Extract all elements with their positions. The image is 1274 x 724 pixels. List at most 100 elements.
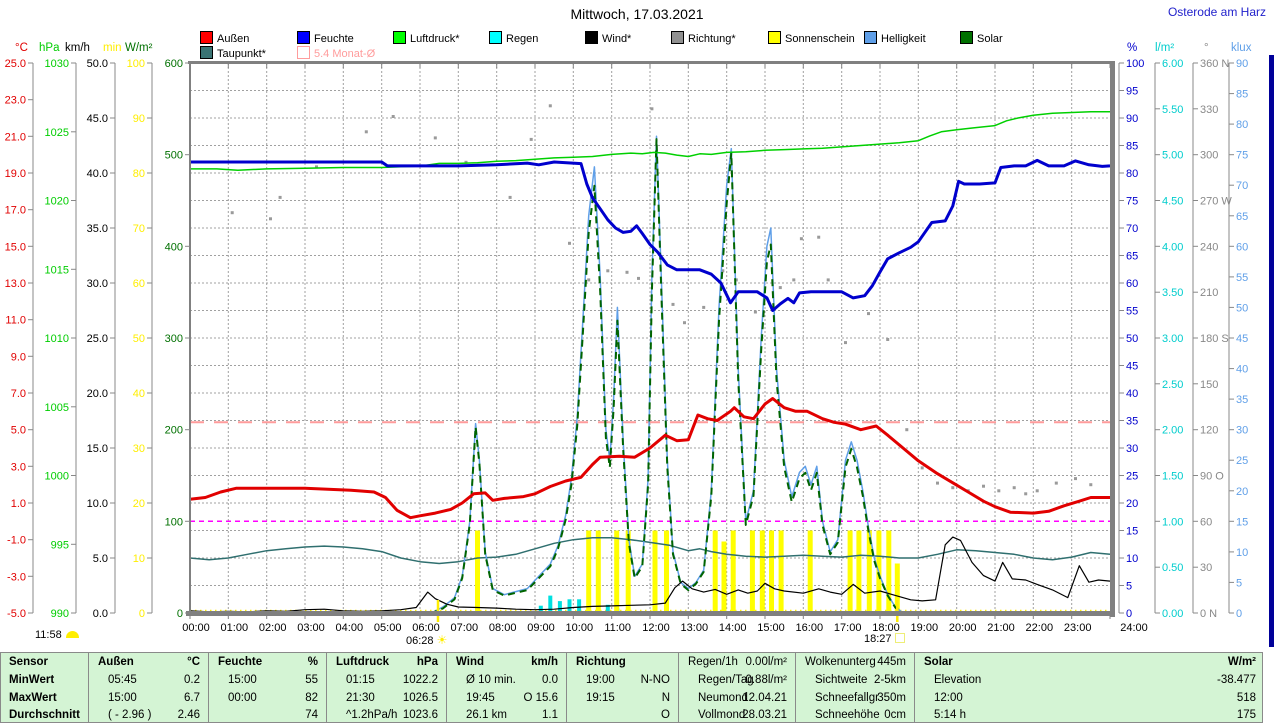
table-cell: 1026.5 [402,692,438,704]
svg-text:70: 70 [133,223,145,235]
table-cell: 2.46 [177,709,200,721]
svg-text:0.50: 0.50 [1162,562,1183,574]
axis-wm2: 600 500 400 300 200 100 0 [165,58,190,620]
table-cell: 0cm [884,709,906,721]
svg-text:1.00: 1.00 [1162,516,1183,528]
svg-text:10: 10 [1236,547,1248,559]
svg-text:80: 80 [1126,168,1138,180]
axis-°C: 25.0 23.0 21.0 19.0 17.0 15.0 13.0 11.0 9.0 7.0 5.… [5,58,34,620]
svg-text:1030: 1030 [45,58,69,70]
svg-text:35.0: 35.0 [87,223,108,235]
table-cell: 19:00 [586,674,615,686]
svg-text:2.00: 2.00 [1162,425,1183,437]
svg-text:-5.0: -5.0 [7,608,26,620]
svg-text:5: 5 [1126,581,1132,593]
x-tick-label: 04:00 [336,622,364,634]
svg-text:0: 0 [1236,608,1242,620]
svg-text:100: 100 [165,516,183,528]
legend-item-luftdruck-: Luftdruck* [393,31,460,45]
table-cell: 15:00 [228,674,257,686]
x-tick-label: 17:00 [834,622,862,634]
series-wind [189,536,1111,613]
svg-text:6.00: 6.00 [1162,58,1183,70]
svg-text:15: 15 [1236,516,1248,528]
svg-text:15.0: 15.0 [87,443,108,455]
table-cell: 55 [305,674,318,686]
x-tick-label: 06:00 [412,622,440,634]
series-richtung [230,104,1093,496]
svg-text:400: 400 [165,241,183,253]
svg-text:30.0: 30.0 [87,278,108,290]
table-cell: 00:00 [228,692,257,704]
table-cell: Sichtweite [815,674,868,686]
svg-text:300: 300 [165,333,183,345]
svg-text:60: 60 [133,278,145,290]
x-tick-label: 10:00 [566,622,594,634]
window-edge [1269,55,1274,647]
svg-text:3.50: 3.50 [1162,287,1183,299]
svg-text:15.0: 15.0 [5,241,26,253]
svg-text:1015: 1015 [45,264,69,276]
table-cell: % [307,656,318,668]
table-divider [88,653,89,722]
page-title: Mittwoch, 17.03.2021 [570,6,704,22]
svg-text:5.00: 5.00 [1162,150,1183,162]
table-divider [446,653,447,722]
svg-text:50.0: 50.0 [87,58,108,70]
axis-°: 360 N 330 300 270 W 240 210 180 S 150 120 90 O 60 3… [1192,58,1232,620]
legend-label: Helligkeit [881,33,926,45]
table-cell: 26.1 km [466,709,507,721]
series-sonnenschein [475,530,900,613]
table-cell: 1.1 [542,709,558,721]
axis-unit: ° [1204,42,1209,54]
svg-text:70: 70 [1126,223,1138,235]
svg-text:40: 40 [1236,364,1248,376]
x-tick-label: 09:00 [527,622,555,634]
svg-text:21.0: 21.0 [5,131,26,143]
svg-text:5.0: 5.0 [93,553,108,565]
series-solar [190,138,1110,614]
legend-label: Taupunkt* [217,48,266,60]
svg-text:0: 0 [177,608,183,620]
svg-text:30: 30 [1236,425,1248,437]
svg-text:75: 75 [1236,150,1248,162]
table-cell: 175 [1236,709,1256,721]
legend-label: Wind* [602,33,632,45]
legend-swatch-icon [393,31,406,44]
table-cell: 05:45 [108,674,137,686]
hour-ticks [189,63,1111,619]
table-divider [914,653,915,722]
svg-text:25.0: 25.0 [87,333,108,345]
station-name: Osterode am Harz [1167,5,1266,19]
svg-text:990: 990 [51,608,69,620]
x-tick-label: 20:00 [949,622,977,634]
x-tick-label: 00:00 [182,622,210,634]
svg-text:17.0: 17.0 [5,205,26,217]
axis-unit: km/h [65,42,90,54]
table-cell: 19:45 [466,692,495,704]
series-feuchte [190,158,1111,312]
series-regen [538,595,620,613]
legend-swatch-icon [297,46,310,59]
table-cell: O 15.6 [523,692,558,704]
svg-text:150: 150 [1200,379,1218,391]
legend-label: Außen [217,33,250,45]
svg-text:30: 30 [1200,562,1212,574]
svg-text:13.0: 13.0 [5,278,26,290]
table-cell: 82 [305,692,318,704]
x-tick-label: 14:00 [719,622,747,634]
svg-text:60: 60 [1200,516,1212,528]
table-cell: 1023.6 [402,709,438,721]
legend-swatch-icon [864,31,877,44]
axis-unit: °C [15,42,28,54]
table-cell: Schneefallgr [815,692,879,704]
table-cell: 28.03.21 [742,709,787,721]
svg-text:10: 10 [133,553,145,565]
table-cell: Schneehöhe [815,709,880,721]
summary-table: Sensor MinWert MaxWert Durchschnitt Außen °C 0… [0,652,1263,723]
table-cell: MaxWert [9,692,57,704]
table-cell: 0.2 [184,674,200,686]
table-cell: ^1.2hPa/h [346,709,398,721]
legend-swatch-icon [200,46,213,59]
